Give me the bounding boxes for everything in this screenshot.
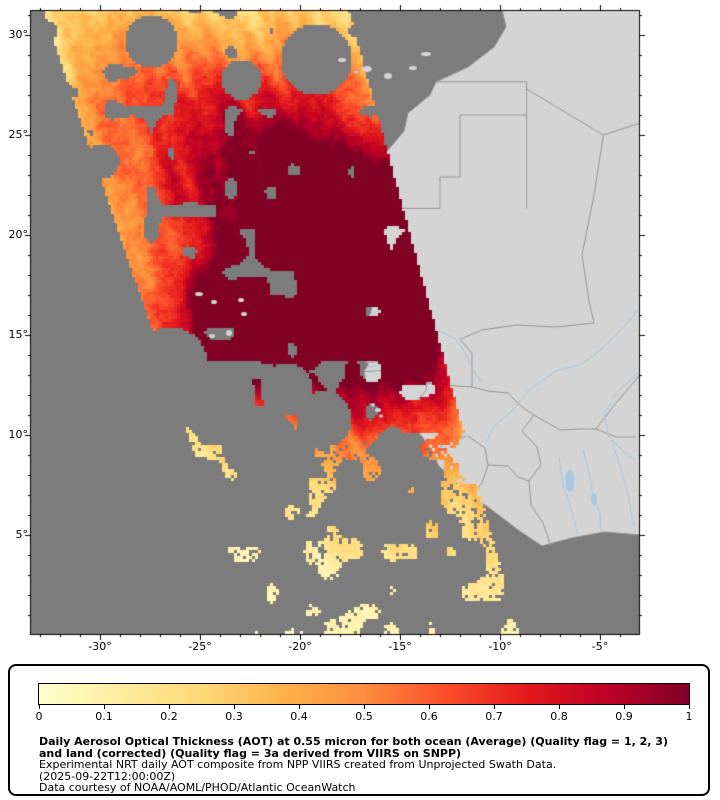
- colorbar-tick: [559, 705, 560, 709]
- colorbar-tick-label: 0.4: [290, 710, 308, 723]
- colorbar-tick-label: 0.6: [420, 710, 438, 723]
- lon-tick-label: -5°: [591, 640, 609, 653]
- colorbar-tick: [364, 705, 365, 709]
- colorbar-tick: [689, 705, 690, 709]
- legend-panel: 0 0.1 0.2 0.3 0.4 0.5 0.6 0.7 0.8 0.9 1 …: [8, 664, 710, 796]
- lat-tick-label: 20°: [8, 228, 29, 241]
- colorbar-tick-label: 0.9: [615, 710, 633, 723]
- lon-tick-label: -15°: [388, 640, 412, 653]
- colorbar-tick: [429, 705, 430, 709]
- legend-text: Daily Aerosol Optical Thickness (AOT) at…: [39, 736, 694, 794]
- colorbar-tick: [39, 705, 40, 709]
- colorbar-tick: [104, 705, 105, 709]
- colorbar-tick-label: 1: [685, 710, 693, 723]
- legend-title: Daily Aerosol Optical Thickness (AOT) at…: [39, 735, 668, 760]
- lat-tick-label: 25°: [8, 128, 29, 141]
- lat-tick-label: 5°: [15, 528, 29, 541]
- lon-tick-label: -10°: [488, 640, 512, 653]
- lon-tick-label: -25°: [188, 640, 212, 653]
- colorbar-tick-label: 0.1: [95, 710, 113, 723]
- colorbar-tick-label: 0: [35, 710, 43, 723]
- legend-credit: Data courtesy of NOAA/AOML/PHOD/Atlantic…: [39, 781, 356, 794]
- legend-timestamp: (2025-09-22T12:00:00Z): [39, 769, 176, 783]
- colorbar-tick: [624, 705, 625, 709]
- colorbar-tick: [169, 705, 170, 709]
- colorbar-tick: [494, 705, 495, 709]
- lon-tick-label: -20°: [288, 640, 312, 653]
- colorbar-tick: [234, 705, 235, 709]
- map-canvas: [0, 0, 720, 660]
- legend-subtitle: Experimental NRT daily AOT composite fro…: [39, 758, 557, 771]
- lat-tick-label: 10°: [8, 428, 29, 441]
- colorbar-tick-label: 0.7: [485, 710, 503, 723]
- colorbar-tick: [299, 705, 300, 709]
- lat-tick-label: 15°: [8, 328, 29, 341]
- colorbar-tick-label: 0.3: [225, 710, 243, 723]
- colorbar-tick-label: 0.5: [355, 710, 373, 723]
- colorbar: [38, 683, 690, 705]
- lon-tick-label: -30°: [88, 640, 112, 653]
- colorbar-tick-label: 0.2: [160, 710, 178, 723]
- lat-tick-label: 30°: [8, 28, 29, 41]
- colorbar-tick-label: 0.8: [550, 710, 568, 723]
